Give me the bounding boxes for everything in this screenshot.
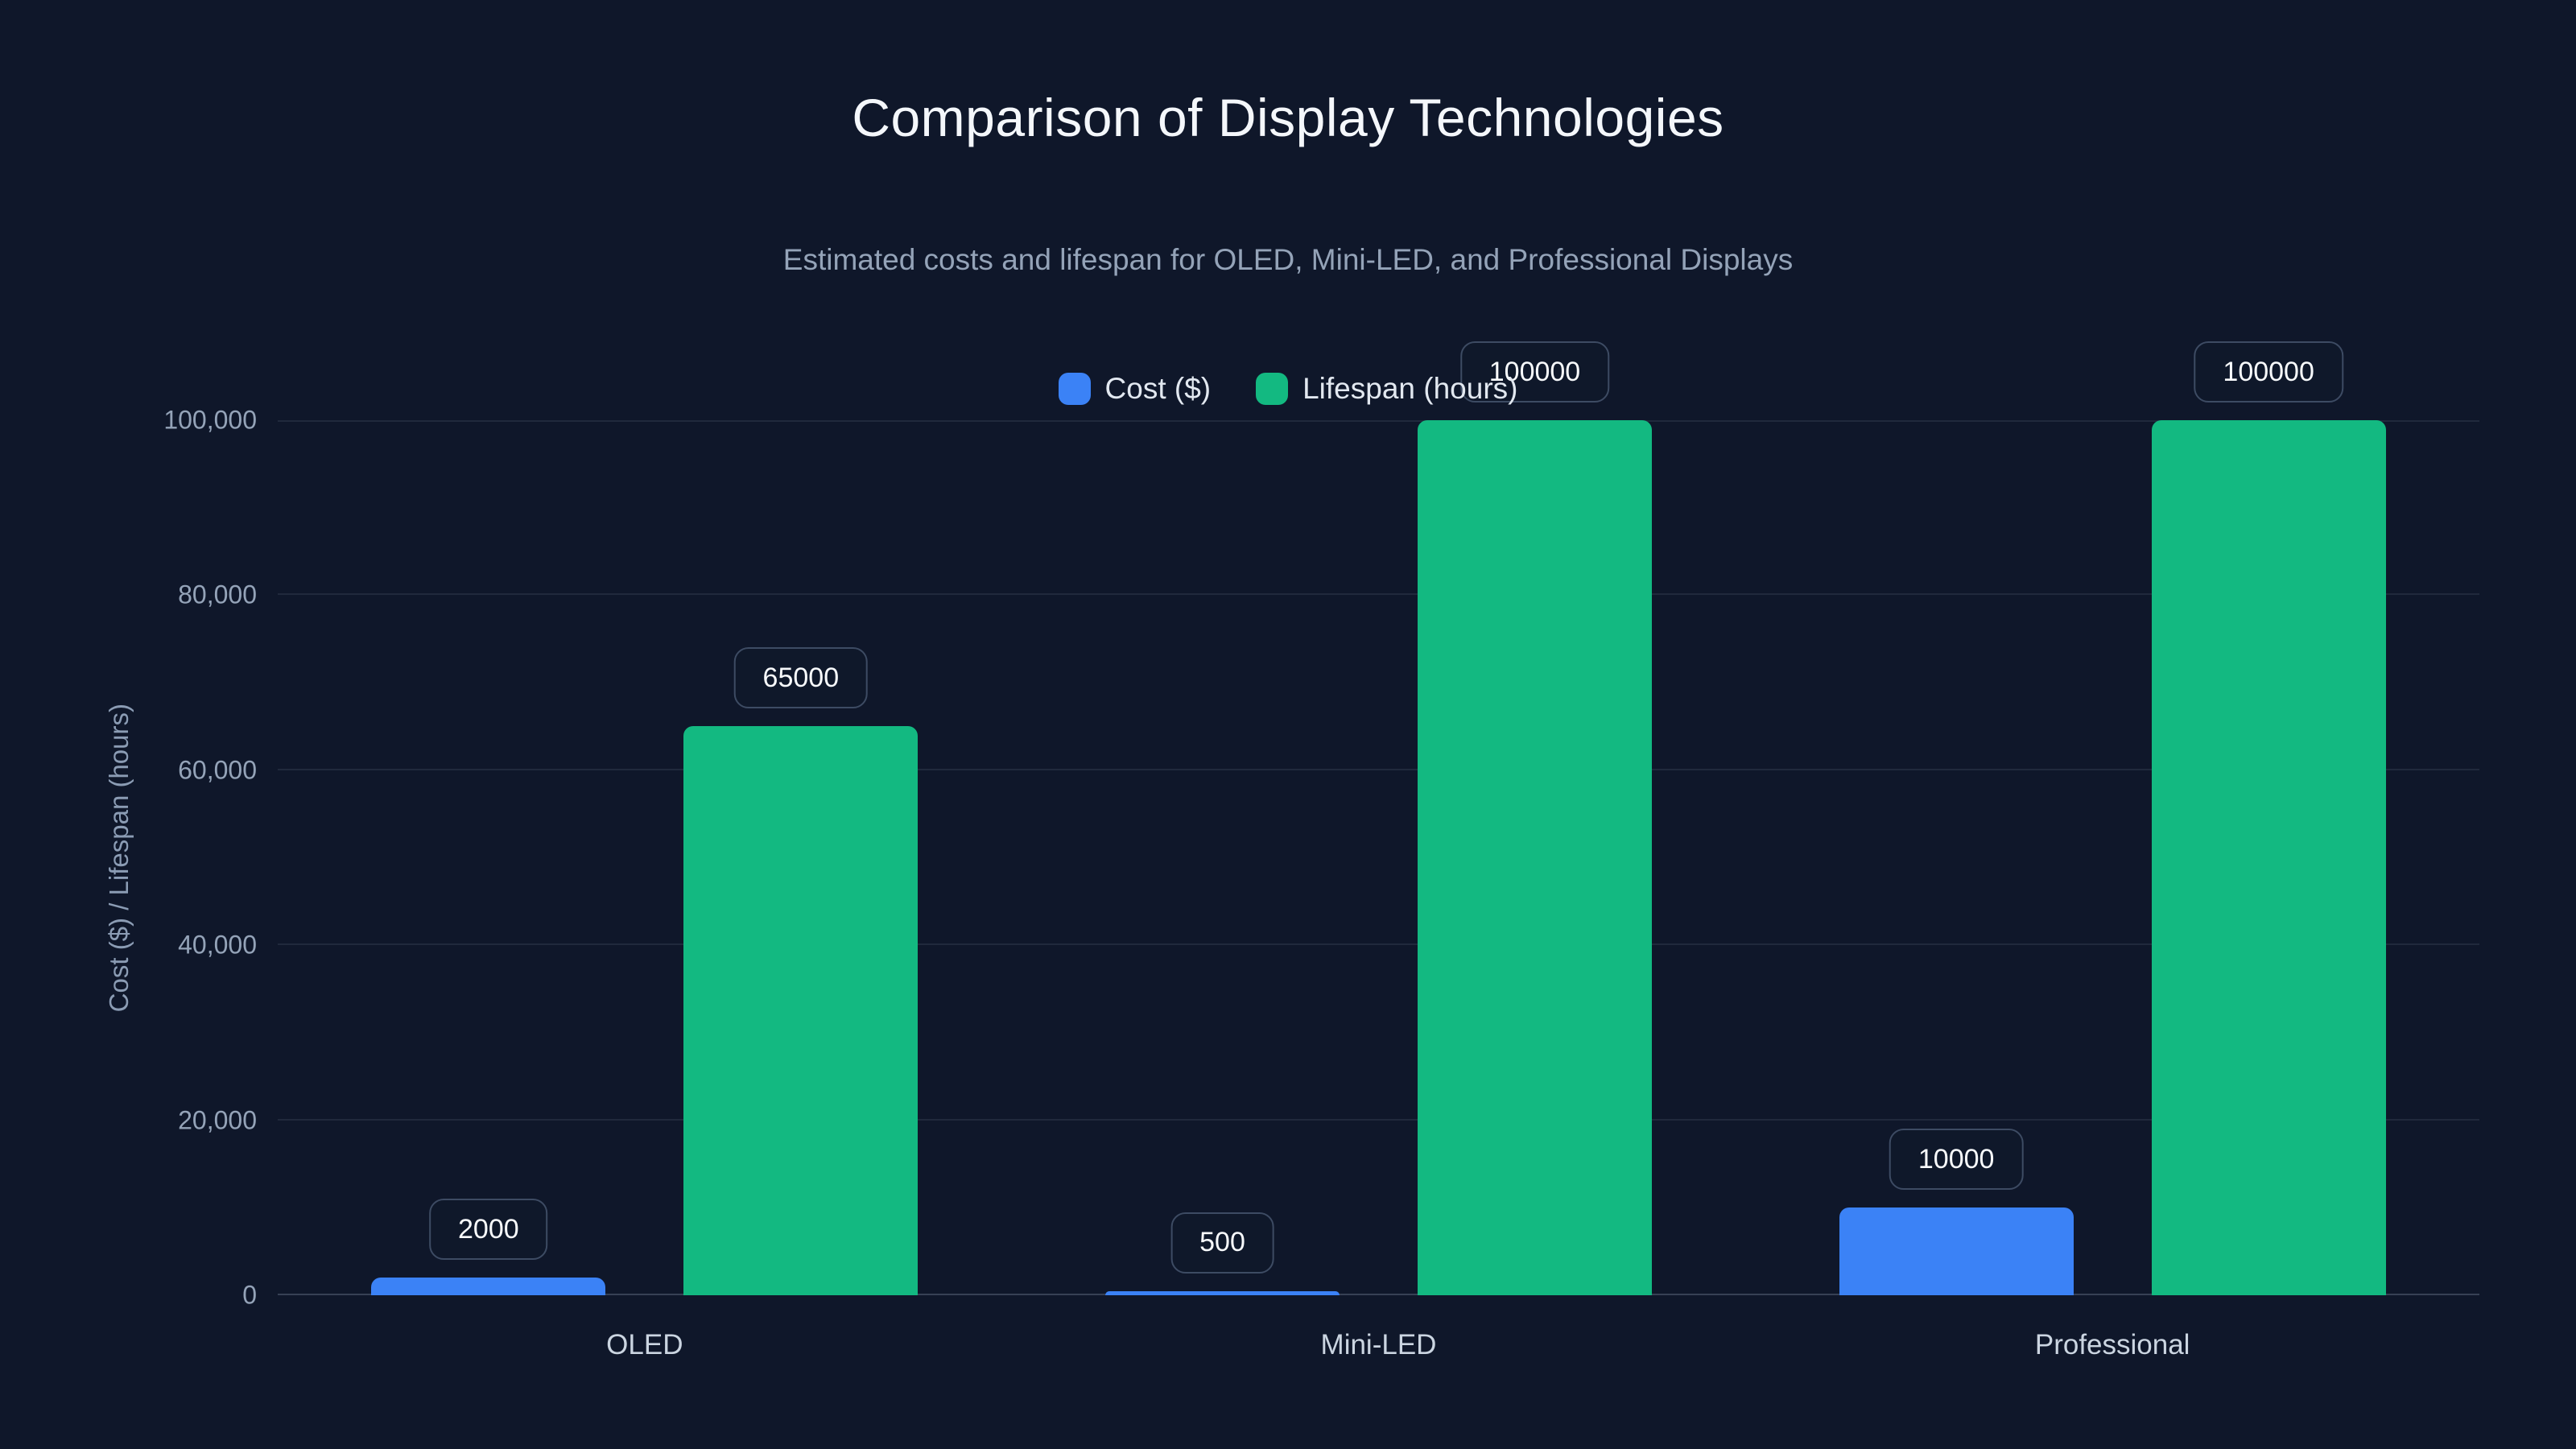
legend-swatch-icon (1256, 373, 1289, 405)
value-label-mini-led-lifespan-hours: 100000 (1459, 341, 1610, 402)
y-axis-title: Cost ($) / Lifespan (hours) (95, 420, 143, 1295)
bar-mini-led-lifespan-hours[interactable] (1418, 420, 1652, 1295)
y-tick-label-80000: 80,000 (178, 580, 257, 609)
value-label-oled-cost: 2000 (429, 1199, 548, 1261)
y-tick-label-40000: 40,000 (178, 930, 257, 960)
legend-item-lifespan-hours[interactable]: Lifespan (hours) (1256, 372, 1517, 406)
x-axis-label-professional: Professional (2034, 1329, 2190, 1360)
chart-subtitle: Estimated costs and lifespan for OLED, M… (782, 243, 1794, 276)
y-axis-title-text: Cost ($) / Lifespan (hours) (104, 703, 134, 1013)
gridline-20000 (278, 1118, 2479, 1121)
bar-oled-lifespan-hours[interactable] (683, 726, 919, 1295)
bar-professional-cost[interactable] (1839, 1208, 2074, 1295)
y-tick-label-60000: 60,000 (178, 755, 257, 785)
chart-legend: Cost ($) Lifespan (hours) (0, 372, 2576, 406)
y-tick-label-0: 0 (242, 1280, 257, 1310)
chart-plot-area: 0 20,000 40,000 60,000 80,000 100,000 OLED 2000… (163, 341, 2479, 1360)
gridline-100000 (278, 420, 2479, 422)
y-tick-label-20000: 20,000 (178, 1105, 257, 1135)
gridline-0 (278, 1294, 2479, 1295)
bar-professional-lifespan-hours[interactable] (2151, 420, 2386, 1295)
chart-title: Comparison of Display Technologies (852, 88, 1724, 147)
legend-item-label: Cost ($) (1104, 372, 1212, 405)
bar-mini-led-cost[interactable] (1105, 1290, 1340, 1295)
value-label-professional-cost: 10000 (1889, 1129, 2024, 1191)
value-label-oled-lifespan-hours: 65000 (733, 647, 869, 709)
gridline-60000 (278, 768, 2479, 770)
gridline-40000 (278, 943, 2479, 946)
x-axis-label-mini-led: Mini-LED (1320, 1329, 1437, 1360)
legend-item-label: Lifespan (hours) (1302, 372, 1518, 405)
y-tick-label-100000: 100,000 (163, 405, 257, 435)
bar-oled-cost[interactable] (371, 1278, 606, 1295)
value-label-mini-led-cost: 500 (1170, 1212, 1274, 1274)
gridline-80000 (278, 593, 2479, 596)
x-axis-label-oled: OLED (606, 1329, 683, 1360)
legend-item-cost[interactable]: Cost ($) (1058, 372, 1212, 406)
legend-swatch-icon (1058, 373, 1091, 405)
value-label-professional-lifespan-hours: 100000 (2194, 341, 2343, 402)
